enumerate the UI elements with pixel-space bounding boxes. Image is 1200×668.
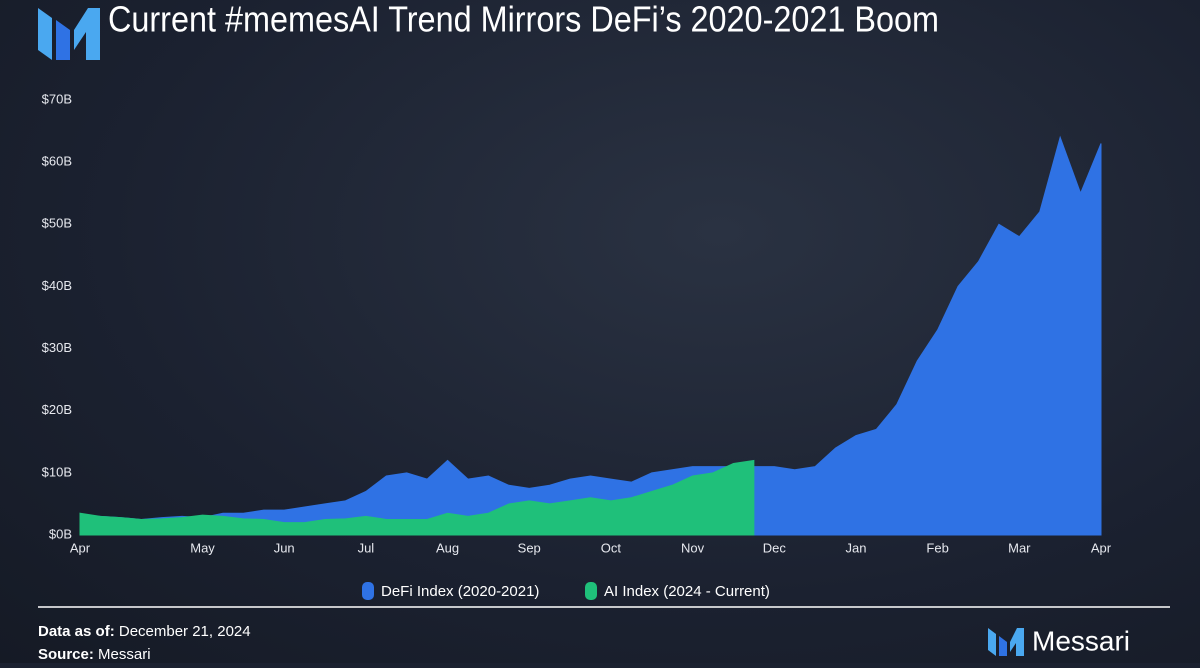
footer-line: Source: Messari [38,646,151,663]
y-tick-label: $50B [42,216,72,231]
x-tick-label: Jul [358,540,375,555]
y-tick-label: $20B [42,402,72,417]
legend-label: AI Index (2024 - Current) [604,583,770,600]
date-label: Data as of: [38,623,115,640]
brand-logo [988,628,1024,656]
x-tick-label: Apr [1091,540,1112,555]
legend-label: DeFi Index (2020-2021) [381,583,539,600]
area [79,135,1102,536]
logo [38,8,100,60]
x-tick-label: Aug [436,540,459,555]
x-tick-label: Dec [763,540,787,555]
plot: $0B $10B $20B $30B $40B $50B $60B $70B Apr May Jun… [42,91,1112,600]
source-label: Source: [38,646,94,663]
y-tick-label: $30B [42,340,72,355]
y-tick-label: $0B [49,526,72,541]
legend-swatch [362,582,374,600]
chart-title: Current #memesAI Trend Mirrors DeFi’s 20… [108,0,939,40]
area [79,459,755,536]
x-tick-label: Jan [845,540,866,555]
date: December 21, 2024 [119,623,251,640]
x-tick-label: Oct [601,540,622,555]
legend-swatch [585,582,597,600]
x-tick-label: Jun [274,540,295,555]
x-tick-label: Sep [518,540,541,555]
x-tick-label: Mar [1008,540,1031,555]
x-tick-label: Apr [70,540,91,555]
brand: Messari [1032,625,1130,656]
y-tick-label: $40B [42,278,72,293]
footer-line: Data as of: December 21, 2024 [38,623,251,640]
x-tick-label: May [190,540,215,555]
y-tick-label: $60B [42,154,72,169]
y-tick-label: $10B [42,464,72,479]
source: Messari [98,646,151,663]
x-tick-label: Feb [926,540,948,555]
x-tick-label: Nov [681,540,705,555]
y-tick-label: $70B [42,91,72,106]
